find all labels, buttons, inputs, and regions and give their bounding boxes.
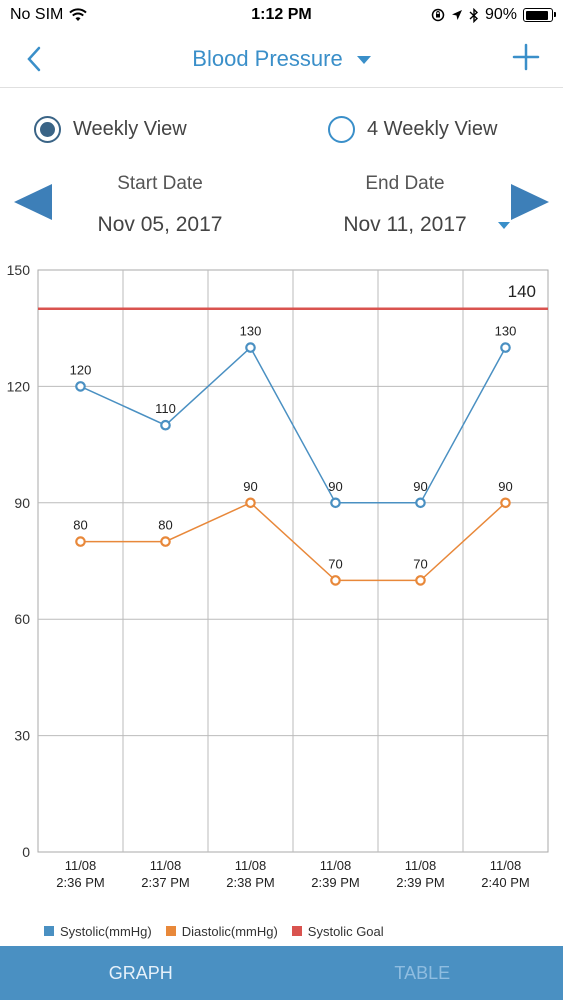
start-date-label: Start Date <box>117 173 203 194</box>
data-point <box>415 575 426 586</box>
y-tick-label: 120 <box>7 378 31 394</box>
data-label: 110 <box>155 401 176 416</box>
data-point <box>75 381 86 392</box>
data-point <box>500 497 511 509</box>
start-date: Start Date Nov 05, 2017 <box>80 170 240 240</box>
data-label: 130 <box>495 324 517 339</box>
data-point <box>330 575 341 586</box>
end-date-value: Nov 11, 2017 <box>343 213 467 236</box>
x-tick-time: 2:39 PM <box>311 875 359 890</box>
x-tick-time: 2:37 PM <box>141 875 189 890</box>
data-label: 70 <box>328 556 342 571</box>
data-label: 80 <box>158 518 172 533</box>
radio-unchecked-icon[interactable] <box>328 116 355 143</box>
legend-label-goal: Systolic Goal <box>307 923 384 939</box>
status-bar: No SIM 1:12 PM 90% <box>0 0 563 30</box>
caret-down-icon <box>356 55 371 64</box>
data-label: 90 <box>243 479 257 494</box>
series-line-systolic <box>80 346 507 504</box>
data-label: 80 <box>73 518 87 533</box>
x-tick-time: 2:40 PM <box>481 875 529 890</box>
view-toggle: Weekly View 4 Weekly View <box>0 112 563 152</box>
x-tick-date: 11/08 <box>235 858 267 873</box>
plus-icon[interactable] <box>511 42 541 72</box>
data-label: 130 <box>240 324 262 339</box>
next-week-arrow-icon[interactable] <box>511 184 549 220</box>
data-point <box>75 536 86 547</box>
location-arrow-icon <box>451 10 462 20</box>
x-tick-time: 2:36 PM <box>56 875 104 890</box>
legend-swatch-systolic <box>44 926 54 936</box>
weekly-view-label: Weekly View <box>73 118 187 140</box>
tab-bar: GRAPH TABLE <box>0 946 563 1000</box>
carrier-label: No SIM <box>10 6 64 23</box>
data-point <box>245 497 256 509</box>
y-tick-label: 90 <box>14 495 30 511</box>
y-tick-label: 0 <box>22 844 30 860</box>
chart-legend: Systolic(mmHg) Diastolic(mmHg) Systolic … <box>44 920 390 942</box>
data-point <box>415 497 426 509</box>
x-tick-date: 11/08 <box>320 858 352 873</box>
battery-level <box>525 10 548 20</box>
caret-down-icon <box>498 222 510 229</box>
four-weekly-view-label: 4 Weekly View <box>367 118 498 140</box>
blood-pressure-chart: 0 30 60 90 120 150 11/08 2:36 PM 11/08 2:37 PM 11/… <box>0 258 563 908</box>
x-tick-date: 11/08 <box>65 858 97 873</box>
orientation-lock-icon <box>431 8 445 22</box>
end-date-picker[interactable]: Nov 11, 2017 <box>325 210 510 240</box>
tab-table[interactable]: TABLE <box>394 962 451 983</box>
legend-item-goal: Systolic Goal <box>291 923 384 939</box>
data-point <box>160 419 171 431</box>
status-right: 90% <box>431 6 556 24</box>
status-time: 1:12 PM <box>251 6 312 23</box>
battery-icon <box>523 8 556 22</box>
tab-graph[interactable]: GRAPH <box>108 962 173 983</box>
data-label: 90 <box>498 479 512 494</box>
x-tick-date: 11/08 <box>405 858 437 873</box>
end-date-label: End Date <box>365 173 445 194</box>
end-date: End Date <box>325 170 485 198</box>
legend-swatch-diastolic <box>165 926 176 936</box>
x-tick-time: 2:38 PM <box>226 875 274 890</box>
x-tick-date: 11/08 <box>150 858 182 873</box>
data-point <box>160 536 171 547</box>
battery-percent: 90% <box>484 6 517 23</box>
legend-label-diastolic: Diastolic(mmHg) <box>181 923 278 939</box>
legend-item-systolic: Systolic(mmHg) <box>44 924 152 939</box>
systolic-goal-label: 140 <box>508 282 536 301</box>
x-tick-time: 2:39 PM <box>396 875 444 890</box>
wifi-icon <box>69 8 88 21</box>
page-title: Blood Pressure <box>192 45 343 71</box>
date-range: Start Date Nov 05, 2017 End Date Nov 11,… <box>0 170 563 250</box>
status-left: No SIM <box>10 6 88 24</box>
weekly-view-option[interactable]: Weekly View <box>34 116 187 143</box>
chart-svg: 0 30 60 90 120 150 11/08 2:36 PM 11/08 2:37 PM 11/… <box>7 262 549 890</box>
chevron-left-icon[interactable] <box>22 42 50 76</box>
y-tick-label: 30 <box>14 728 30 744</box>
y-tick-label: 60 <box>14 611 30 627</box>
x-tick-date: 11/08 <box>490 858 522 873</box>
bluetooth-icon <box>469 7 478 23</box>
previous-week-arrow-icon[interactable] <box>14 184 52 220</box>
legend-item-diastolic: Diastolic(mmHg) <box>165 923 278 939</box>
data-label: 90 <box>413 479 427 494</box>
y-tick-label: 150 <box>7 262 31 278</box>
radio-checked-icon[interactable] <box>34 116 61 143</box>
data-label: 70 <box>413 556 427 571</box>
legend-label-systolic: Systolic(mmHg) <box>60 923 152 939</box>
start-date-value: Nov 05, 2017 <box>97 213 223 236</box>
series-line-diastolic <box>80 501 507 582</box>
data-point <box>500 342 511 353</box>
data-label: 90 <box>328 479 342 494</box>
legend-swatch-goal <box>291 926 302 936</box>
data-point <box>330 497 341 509</box>
nav-bar: Blood Pressure <box>0 30 563 88</box>
data-label: 120 <box>70 362 92 377</box>
four-weekly-view-option[interactable]: 4 Weekly View <box>328 116 497 143</box>
title-dropdown[interactable]: Blood Pressure <box>192 45 371 72</box>
data-point <box>245 342 256 353</box>
